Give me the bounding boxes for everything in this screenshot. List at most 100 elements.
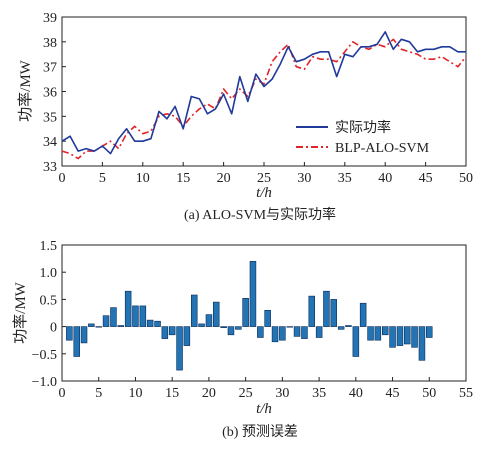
error-bar bbox=[205, 314, 213, 327]
error-bar bbox=[293, 326, 301, 337]
error-bar bbox=[271, 326, 279, 343]
error-bar bbox=[411, 326, 418, 348]
chart-a-series bbox=[61, 31, 467, 160]
y-tick-label: 38 bbox=[43, 36, 57, 51]
x-tick-label: 5 bbox=[99, 171, 106, 186]
legend-predicted-label: BLP-ALO-SVM bbox=[335, 141, 430, 156]
chart-a-ticks bbox=[61, 16, 467, 167]
series-actual-line bbox=[61, 31, 466, 155]
error-bar bbox=[323, 290, 330, 327]
x-tick-label: 0 bbox=[59, 171, 66, 186]
error-bar bbox=[242, 297, 249, 327]
legend-actual-label: 实际功率 bbox=[335, 119, 391, 136]
x-tick-label: 45 bbox=[419, 171, 433, 186]
chart-b-ticks bbox=[61, 244, 467, 382]
error-bar bbox=[183, 326, 191, 346]
x-tick-label: 30 bbox=[297, 171, 311, 186]
error-bar bbox=[227, 326, 235, 336]
error-bar bbox=[367, 326, 374, 341]
error-bar bbox=[249, 260, 257, 327]
error-bar bbox=[235, 326, 242, 330]
x-tick-label: 40 bbox=[349, 386, 363, 401]
y-tick-label: 36 bbox=[43, 86, 57, 101]
error-bar bbox=[198, 323, 205, 327]
error-bar bbox=[73, 326, 81, 357]
error-bar bbox=[110, 307, 117, 327]
chart-b-plot-frame bbox=[61, 244, 467, 382]
chart-a-x-axis-label: t/h bbox=[256, 185, 272, 201]
error-bar bbox=[95, 326, 103, 328]
error-bar bbox=[279, 326, 286, 341]
error-bar bbox=[176, 326, 183, 371]
y-tick-label: 0.5 bbox=[40, 293, 58, 308]
error-bar bbox=[301, 326, 308, 339]
error-bar bbox=[264, 309, 271, 327]
error-bar bbox=[308, 295, 315, 327]
chart-b: −1.0 −0.5 0 0.5 1.0 1.5 0 5 10 15 20 25 30 35 40 45 50 5… bbox=[12, 239, 473, 440]
error-bar bbox=[132, 305, 139, 327]
chart-a-legend: 实际功率 BLP-ALO-SVM bbox=[296, 119, 430, 156]
x-tick-label: 25 bbox=[239, 386, 253, 401]
y-tick-label: −1.0 bbox=[32, 375, 57, 390]
y-tick-label: 37 bbox=[43, 61, 57, 76]
chart-b-x-tick-labels: 0 5 10 15 20 25 30 35 40 45 50 55 bbox=[59, 386, 474, 401]
x-tick-label: 10 bbox=[128, 386, 142, 401]
error-bar bbox=[352, 326, 360, 357]
error-bar bbox=[124, 290, 132, 327]
error-bar bbox=[330, 299, 337, 327]
x-tick-label: 50 bbox=[459, 171, 473, 186]
error-bar bbox=[418, 326, 426, 361]
x-tick-label: 0 bbox=[59, 386, 66, 401]
error-bar bbox=[403, 326, 411, 345]
chart-a-x-tick-labels: 0 5 10 15 20 25 30 35 40 45 50 bbox=[59, 171, 474, 186]
error-bar bbox=[88, 323, 95, 327]
error-bar bbox=[315, 326, 323, 338]
error-bar bbox=[337, 326, 345, 330]
x-tick-label: 15 bbox=[176, 171, 190, 186]
y-tick-label: 1.5 bbox=[40, 239, 58, 254]
error-bar bbox=[168, 326, 176, 336]
chart-b-caption: (b) 预测误差 bbox=[222, 424, 298, 440]
error-bar bbox=[425, 326, 433, 338]
error-bar bbox=[213, 301, 220, 327]
error-bar bbox=[381, 326, 389, 336]
error-bar bbox=[154, 320, 161, 327]
x-tick-label: 15 bbox=[165, 386, 179, 401]
error-bar bbox=[359, 302, 367, 327]
y-tick-label: 0 bbox=[50, 321, 57, 336]
error-bar bbox=[374, 326, 382, 341]
error-bar bbox=[396, 326, 404, 346]
x-tick-label: 40 bbox=[378, 171, 392, 186]
error-bar bbox=[80, 326, 88, 344]
error-bar bbox=[345, 325, 352, 327]
chart-a-caption: (a) ALO-SVM与实际功率 bbox=[184, 206, 336, 223]
x-tick-label: 25 bbox=[257, 171, 271, 186]
chart-b-y-axis-label: 功率/MW bbox=[12, 281, 29, 344]
error-bar bbox=[146, 319, 154, 327]
y-tick-label: 1.0 bbox=[40, 266, 58, 281]
error-bar bbox=[220, 326, 227, 329]
chart-a: 33 34 35 36 37 38 39 0 5 10 15 20 25 30 35 40 45 50 功率/M… bbox=[17, 11, 473, 223]
x-tick-label: 30 bbox=[275, 386, 289, 401]
error-bar bbox=[117, 325, 125, 327]
error-bar bbox=[102, 315, 110, 327]
series-predicted-line bbox=[61, 38, 467, 160]
chart-b-x-axis-label: t/h bbox=[256, 401, 272, 417]
y-tick-label: −0.5 bbox=[32, 348, 57, 363]
y-tick-label: 33 bbox=[43, 160, 57, 175]
x-tick-label: 10 bbox=[136, 171, 150, 186]
x-tick-label: 35 bbox=[338, 171, 352, 186]
error-bar bbox=[161, 326, 169, 339]
error-bar bbox=[191, 294, 198, 327]
error-bar bbox=[389, 326, 396, 348]
x-tick-label: 55 bbox=[459, 386, 473, 401]
error-bar bbox=[139, 305, 147, 327]
chart-b-bars bbox=[66, 260, 433, 371]
x-tick-label: 5 bbox=[95, 386, 102, 401]
error-bar bbox=[286, 326, 293, 328]
chart-a-y-tick-labels: 33 34 35 36 37 38 39 bbox=[43, 11, 57, 175]
x-tick-label: 50 bbox=[422, 386, 436, 401]
y-tick-label: 39 bbox=[43, 11, 57, 26]
chart-b-y-tick-labels: −1.0 −0.5 0 0.5 1.0 1.5 bbox=[32, 239, 57, 390]
